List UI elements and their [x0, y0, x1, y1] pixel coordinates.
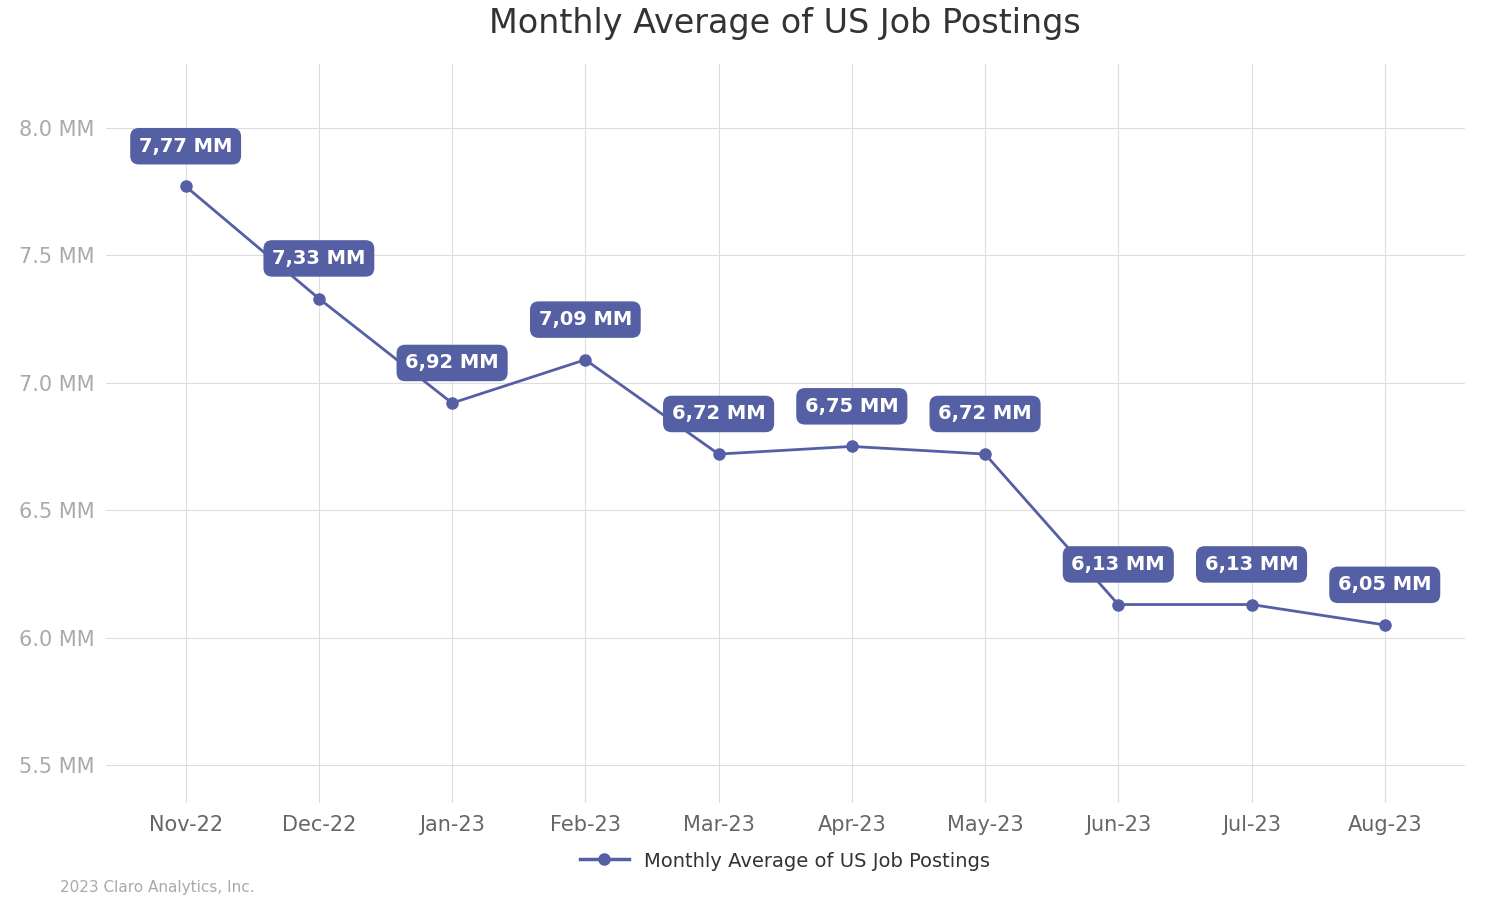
Legend: Monthly Average of US Job Postings: Monthly Average of US Job Postings — [572, 844, 998, 879]
Title: Monthly Average of US Job Postings: Monthly Average of US Job Postings — [489, 7, 1081, 40]
Text: 6,72 MM: 6,72 MM — [938, 404, 1031, 424]
Text: 6,13 MM: 6,13 MM — [1205, 555, 1299, 574]
Text: 6,72 MM: 6,72 MM — [672, 404, 766, 424]
Text: 6,13 MM: 6,13 MM — [1072, 555, 1166, 574]
Text: 7,77 MM: 7,77 MM — [139, 137, 233, 156]
Text: 7,33 MM: 7,33 MM — [272, 249, 365, 268]
Text: 7,09 MM: 7,09 MM — [539, 310, 633, 329]
Text: 6,05 MM: 6,05 MM — [1338, 575, 1431, 594]
Text: 6,75 MM: 6,75 MM — [805, 397, 898, 415]
Text: 6,92 MM: 6,92 MM — [405, 353, 498, 373]
Text: 2023 Claro Analytics, Inc.: 2023 Claro Analytics, Inc. — [60, 880, 255, 895]
